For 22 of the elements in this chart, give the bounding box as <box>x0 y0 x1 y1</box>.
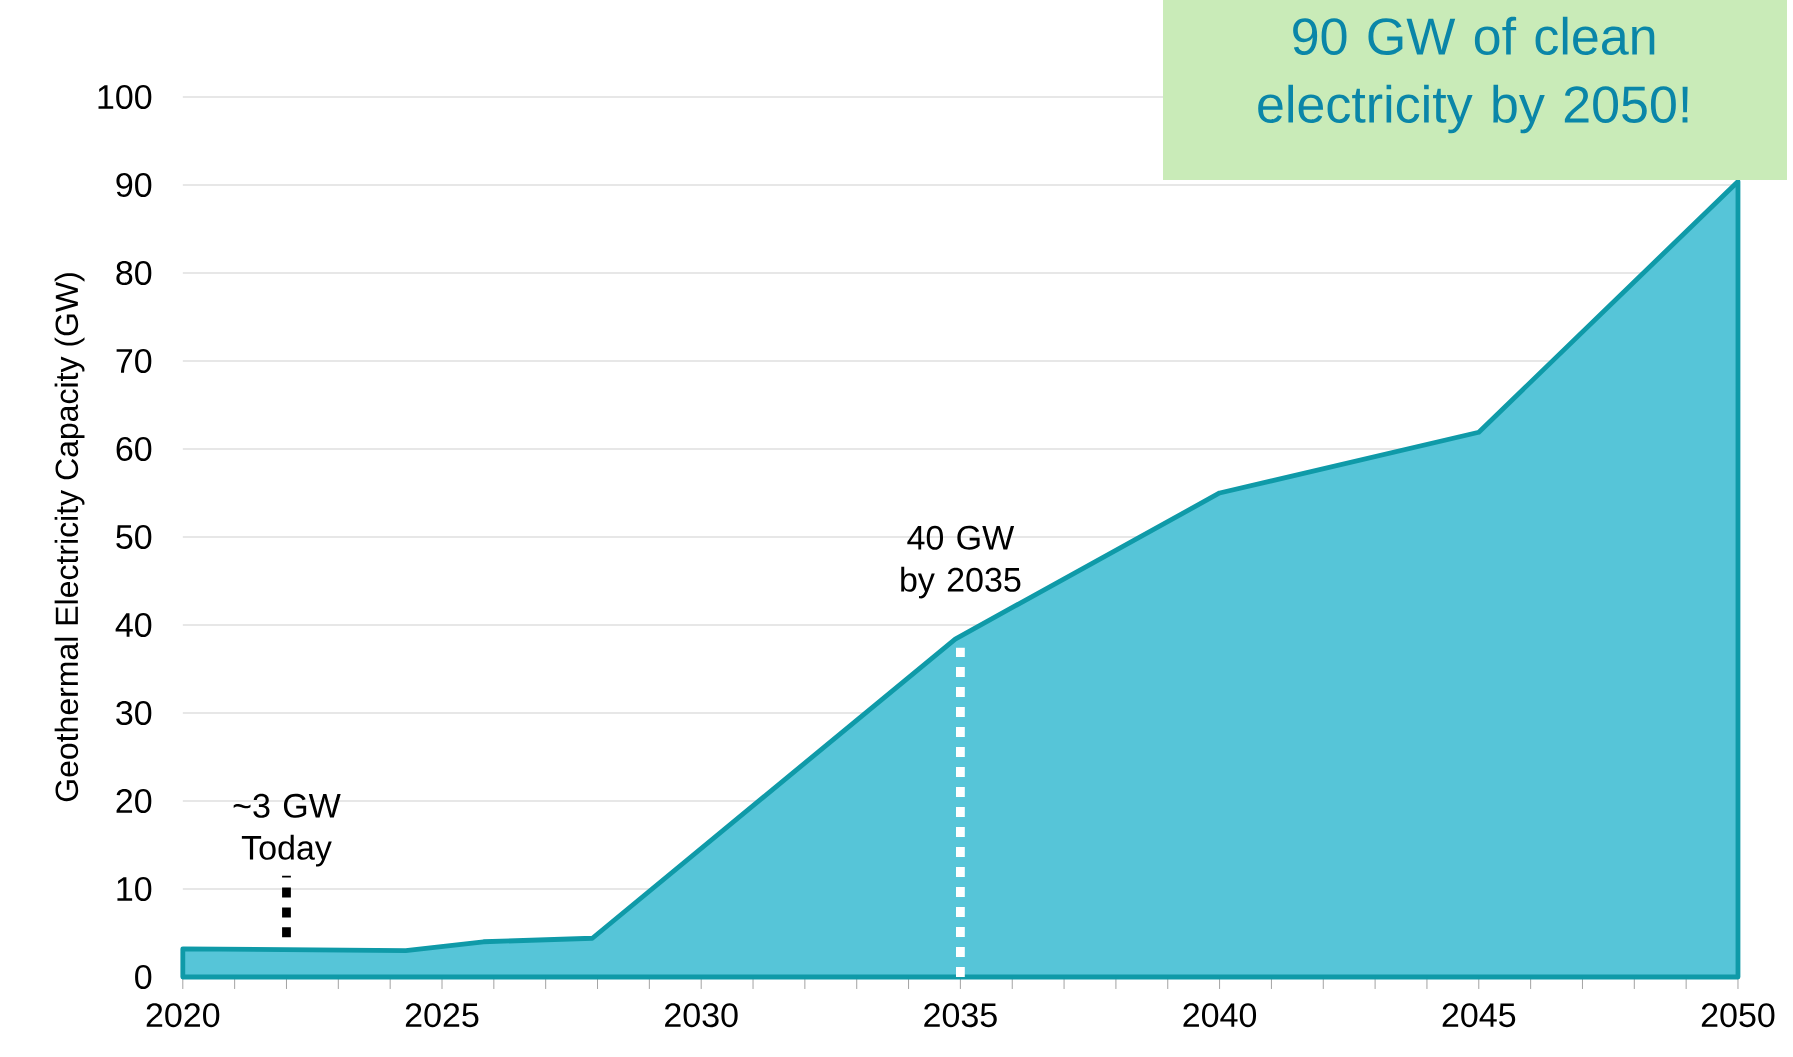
x-tick-label: 2025 <box>405 1003 479 1028</box>
annotation: ~3 GW Today <box>233 793 341 867</box>
annotation: 40 GW by 2035 <box>901 525 1021 599</box>
x-tick-label: 2030 <box>665 1003 738 1028</box>
y-tick-label: 0 <box>135 964 152 989</box>
y-axis-title: Geothermal Electricity Capacity (GW) <box>54 273 85 802</box>
y-tick-label: 50 <box>116 524 152 550</box>
x-tick-label: 2040 <box>1183 1003 1257 1028</box>
y-tick-label: 40 <box>115 612 152 638</box>
y-tick-label: 10 <box>117 876 152 902</box>
y-tick-label: 30 <box>116 700 152 726</box>
y-tick-label: 20 <box>116 788 152 814</box>
x-tick-label: 2020 <box>146 1003 220 1028</box>
x-tick-label: 2035 <box>924 1003 997 1028</box>
y-tick-label: 60 <box>116 436 152 462</box>
y-tick-label: 100 <box>98 84 152 110</box>
y-tick-label: 90 <box>116 172 152 198</box>
x-tick-label: 2050 <box>1701 1003 1775 1028</box>
x-tick-label: 2045 <box>1442 1003 1516 1028</box>
y-tick-label: 80 <box>116 260 152 286</box>
y-tick-label: 70 <box>116 348 152 374</box>
annotation: 90 GW of clean electricity by 2050! <box>1258 16 1688 134</box>
